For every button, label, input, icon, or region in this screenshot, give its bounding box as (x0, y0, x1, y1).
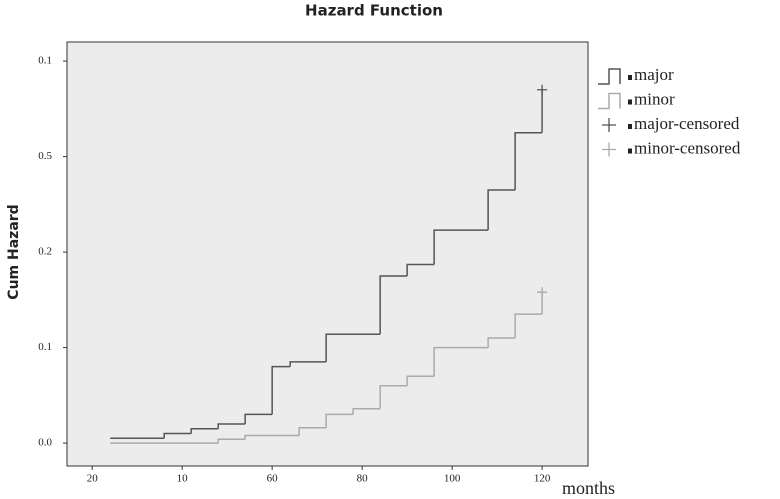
x-tick-label: 60 (267, 473, 279, 485)
step-segment (289, 361, 327, 367)
step-segment (514, 313, 543, 339)
step-segment (487, 337, 516, 348)
legend-bullet (628, 99, 632, 105)
step-segment (325, 413, 354, 428)
step-segment (379, 385, 408, 409)
x-tick-label: 10 (177, 473, 189, 485)
x-axis-label: months (562, 478, 615, 498)
y-tick-label: 0.5 (38, 150, 52, 162)
legend-symbol (602, 142, 616, 157)
step-segment (433, 229, 489, 265)
step-segment (406, 263, 435, 276)
legend-symbol (598, 92, 621, 110)
y-tick-label: 0.1 (38, 341, 52, 353)
legend-bullet (628, 148, 632, 154)
legend-symbol (598, 68, 621, 85)
x-tick-label: 120 (534, 473, 551, 485)
step-segment (217, 423, 246, 429)
step-segment (217, 438, 246, 444)
step-segment (487, 189, 516, 231)
legend-bullet (628, 75, 632, 80)
step-segment (433, 346, 489, 377)
step-segment (406, 375, 435, 386)
step-segment (379, 275, 408, 335)
y-tick-label: 0.2 (38, 246, 52, 258)
legend-label: minor-censored (634, 138, 741, 157)
chart-title: Hazard Function (305, 2, 443, 20)
legend-label: major (634, 65, 674, 84)
x-tick-label: 100 (444, 473, 461, 485)
y-tick-label: 0.1 (38, 55, 52, 67)
censored-marker (537, 84, 548, 95)
step-segment (244, 434, 300, 440)
step-segment (244, 413, 273, 424)
step-segment (190, 428, 219, 434)
legend-bullet (628, 124, 632, 129)
step-segment (163, 432, 192, 439)
legend-label: minor (634, 89, 675, 108)
step-segment (514, 131, 543, 191)
step-segment (298, 427, 327, 436)
legend-label: major-censored (634, 114, 740, 133)
y-tick-label: 0.0 (38, 437, 52, 449)
censored-marker (537, 287, 548, 298)
x-tick-label: 20 (87, 473, 99, 485)
legend-symbol (602, 118, 616, 132)
plot-area (66, 41, 589, 467)
y-axis-label: Cum Hazard (6, 204, 22, 299)
x-tick-label: 80 (357, 473, 369, 485)
step-segment (325, 333, 381, 362)
step-segment (271, 365, 291, 415)
step-segment (352, 407, 381, 415)
